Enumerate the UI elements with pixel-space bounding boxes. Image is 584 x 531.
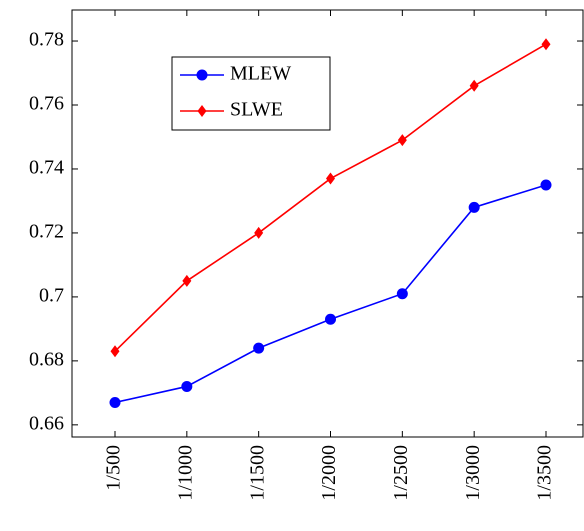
x-tick-label: 1/2000 bbox=[318, 445, 340, 501]
y-tick-label: 0.76 bbox=[29, 93, 64, 115]
y-tick-label: 0.78 bbox=[29, 29, 64, 51]
marker bbox=[181, 380, 193, 392]
series-line bbox=[114, 184, 547, 404]
x-tick-label: 1/2500 bbox=[390, 445, 412, 501]
legend-box bbox=[171, 56, 331, 131]
marker bbox=[182, 274, 192, 287]
legend-label: SLWE bbox=[230, 99, 283, 121]
y-tick-label: 0.7 bbox=[39, 284, 64, 306]
y-tick-label: 0.66 bbox=[29, 412, 64, 434]
x-tick-label: 1/3500 bbox=[534, 445, 556, 501]
marker bbox=[541, 38, 551, 51]
marker bbox=[540, 179, 552, 191]
marker bbox=[197, 105, 207, 117]
marker bbox=[109, 396, 121, 408]
legend-label: MLEW bbox=[230, 63, 291, 85]
y-tick-label: 0.68 bbox=[29, 348, 64, 370]
legend: MLEW SLWE bbox=[171, 56, 331, 131]
marker bbox=[397, 134, 407, 147]
marker bbox=[254, 226, 264, 239]
marker bbox=[469, 79, 479, 92]
marker bbox=[253, 342, 265, 354]
x-tick-label: 1/3000 bbox=[462, 445, 484, 501]
y-tick-label: 0.72 bbox=[29, 221, 64, 243]
marker bbox=[468, 201, 480, 213]
y-tick-label: 0.74 bbox=[29, 157, 64, 179]
marker bbox=[326, 172, 335, 185]
x-tick-label: 1/500 bbox=[103, 445, 125, 491]
plot-frame bbox=[71, 9, 584, 438]
marker bbox=[325, 313, 336, 325]
marker bbox=[196, 69, 208, 81]
x-tick-label: 1/1000 bbox=[174, 445, 196, 501]
x-tick-label: 1/1500 bbox=[246, 445, 268, 501]
marker bbox=[110, 345, 120, 358]
marker bbox=[396, 288, 408, 300]
